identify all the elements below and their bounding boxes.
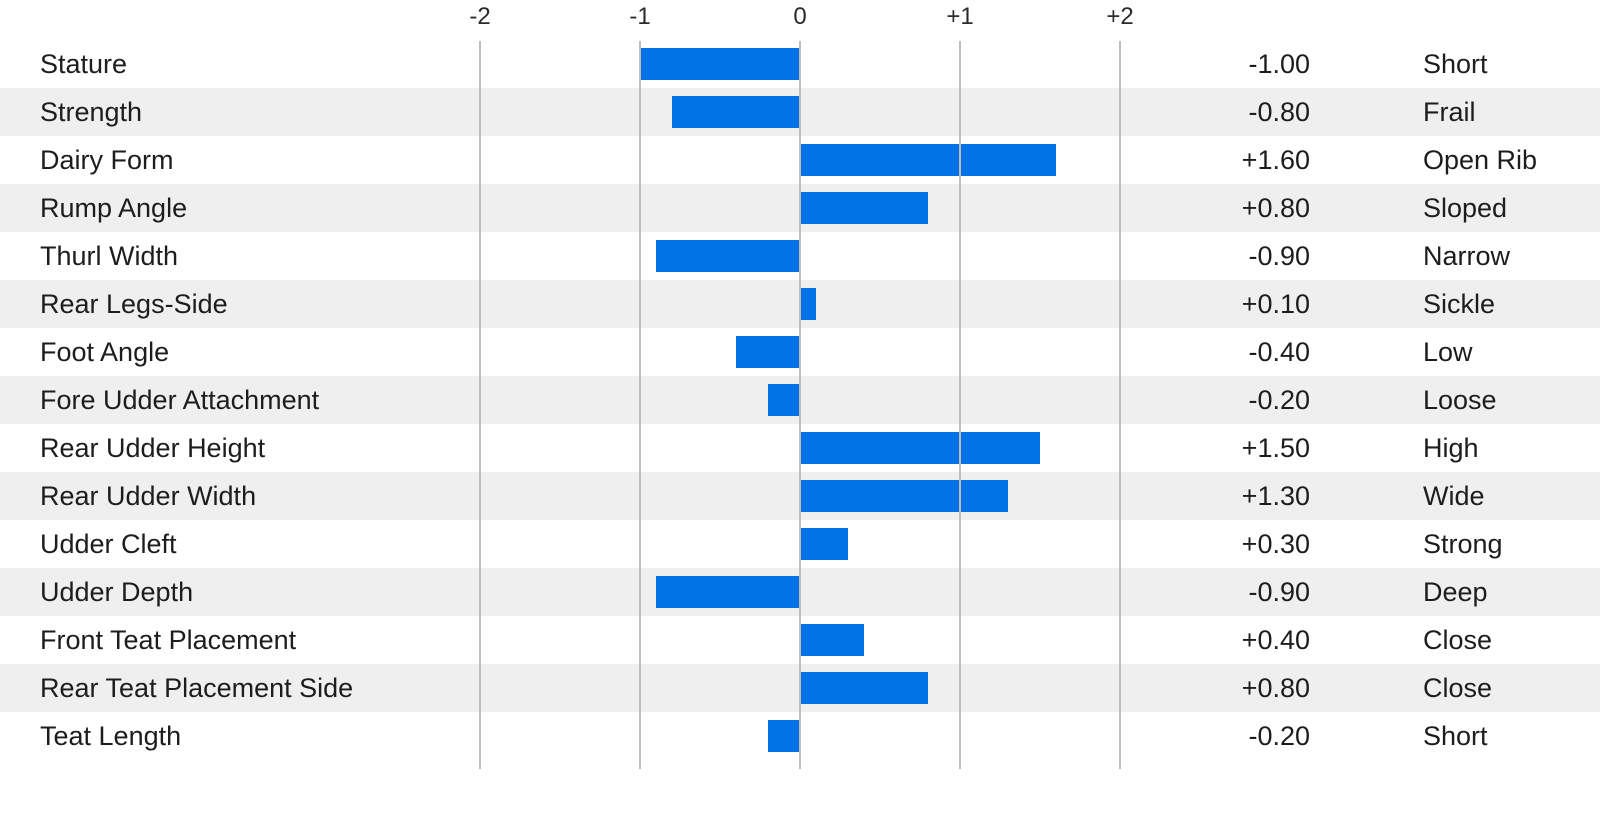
gridline: [479, 41, 481, 769]
trait-descriptor: Short: [1423, 49, 1488, 79]
trait-label: Strength: [40, 97, 143, 127]
trait-label: Foot Angle: [40, 337, 170, 367]
trait-label: Udder Cleft: [40, 529, 177, 559]
trait-bar: [800, 624, 864, 656]
trait-value: -0.40: [1248, 337, 1310, 367]
trait-label: Rear Legs-Side: [40, 289, 228, 319]
trait-value: -0.80: [1248, 97, 1310, 127]
trait-value: -0.20: [1248, 385, 1310, 415]
trait-descriptor: High: [1423, 433, 1479, 463]
trait-value: +0.80: [1241, 673, 1310, 703]
table-row: Thurl Width -0.90 Narrow: [0, 232, 1600, 280]
trait-descriptor: Wide: [1423, 481, 1485, 511]
trait-value: -0.90: [1248, 577, 1310, 607]
trait-descriptor: Open Rib: [1423, 145, 1538, 175]
trait-descriptor: Sickle: [1423, 289, 1496, 319]
trait-label: Stature: [40, 49, 128, 79]
trait-label: Dairy Form: [40, 145, 174, 175]
table-row: Dairy Form +1.60 Open Rib: [0, 136, 1600, 184]
trait-value: +0.30: [1241, 529, 1310, 559]
axis-tick-label: +1: [946, 3, 974, 30]
gridline: [959, 41, 961, 769]
trait-bar: [656, 240, 800, 272]
trait-value: +1.30: [1241, 481, 1310, 511]
gridline: [1119, 41, 1121, 769]
axis-tick-label: -1: [629, 3, 651, 30]
trait-value: -1.00: [1248, 49, 1310, 79]
trait-label: Rump Angle: [40, 193, 188, 223]
trait-bar: [640, 48, 800, 80]
trait-bar: [800, 672, 928, 704]
axis-tick-label: +2: [1106, 3, 1134, 30]
table-row: Udder Cleft +0.30 Strong: [0, 520, 1600, 568]
table-row: Front Teat Placement +0.40 Close: [0, 616, 1600, 664]
trait-descriptor: Close: [1423, 673, 1493, 703]
trait-value: +0.80: [1241, 193, 1310, 223]
trait-bar: [768, 384, 800, 416]
trait-bar: [800, 480, 1008, 512]
trait-bar: [656, 576, 800, 608]
axis-tick-label: -2: [469, 3, 491, 30]
trait-value: +0.10: [1241, 289, 1310, 319]
gridline: [799, 41, 801, 769]
trait-label: Thurl Width: [40, 241, 179, 271]
trait-descriptor: Frail: [1423, 97, 1476, 127]
trait-descriptor: Narrow: [1423, 241, 1511, 271]
trait-descriptor: Deep: [1423, 577, 1488, 607]
trait-descriptor: Low: [1423, 337, 1473, 367]
trait-label: Rear Udder Width: [40, 481, 257, 511]
trait-value: +1.60: [1241, 145, 1310, 175]
trait-value: +0.40: [1241, 625, 1310, 655]
trait-label: Rear Teat Placement Side: [40, 673, 354, 703]
trait-bar: [800, 288, 816, 320]
trait-value: -0.90: [1248, 241, 1310, 271]
trait-descriptor: Short: [1423, 721, 1488, 751]
table-row: Teat Length -0.20 Short: [0, 712, 1600, 760]
trait-label: Rear Udder Height: [40, 433, 266, 463]
trait-descriptor: Close: [1423, 625, 1493, 655]
trait-label: Front Teat Placement: [40, 625, 297, 655]
gridline: [639, 41, 641, 769]
trait-value: -0.20: [1248, 721, 1310, 751]
trait-value: +1.50: [1241, 433, 1310, 463]
table-row: Foot Angle -0.40 Low: [0, 328, 1600, 376]
trait-bar: [800, 432, 1040, 464]
trait-bar: [800, 144, 1056, 176]
table-row: Rear Udder Height +1.50 High: [0, 424, 1600, 472]
axis-tick-label: 0: [793, 3, 807, 30]
trait-descriptor: Strong: [1423, 529, 1503, 559]
trait-label: Fore Udder Attachment: [40, 385, 320, 415]
trait-bar: [800, 528, 848, 560]
trait-bar: [800, 192, 928, 224]
trait-descriptor: Loose: [1423, 385, 1497, 415]
trait-label: Udder Depth: [40, 577, 194, 607]
table-row: Stature -1.00 Short: [0, 40, 1600, 88]
trait-bar: [736, 336, 800, 368]
trait-descriptor: Sloped: [1423, 193, 1508, 223]
trait-bar: [672, 96, 800, 128]
trait-label: Teat Length: [40, 721, 182, 751]
trait-bar: [768, 720, 800, 752]
